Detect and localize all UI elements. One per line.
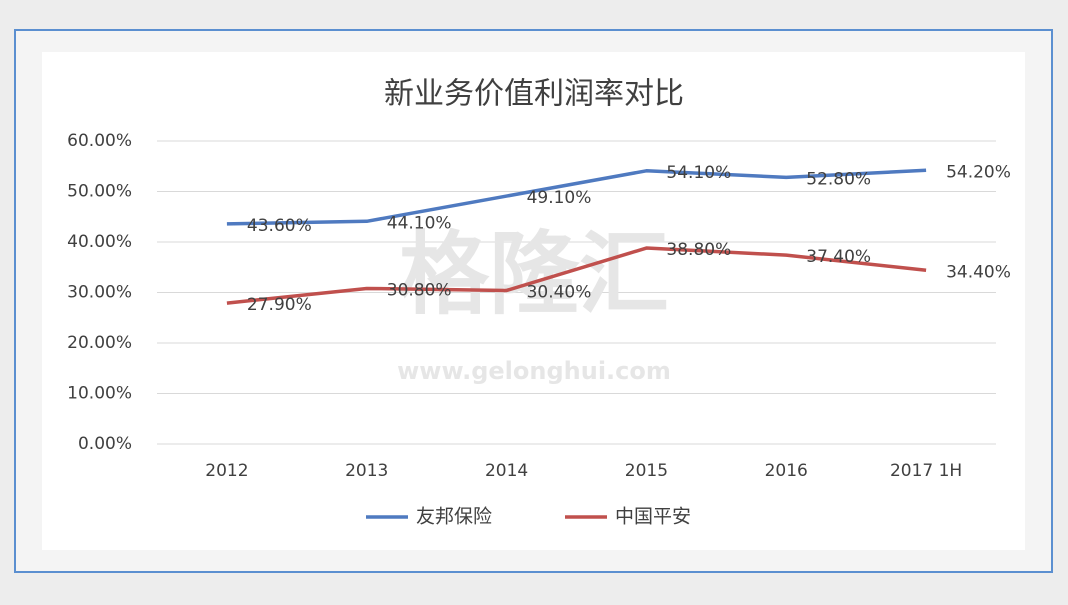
watermark-url: www.gelonghui.com xyxy=(397,357,671,385)
y-tick-label: 40.00% xyxy=(67,232,132,252)
legend-label: 中国平安 xyxy=(615,506,691,528)
data-label: 34.40% xyxy=(946,262,1011,282)
x-tick-label: 2017 1H xyxy=(890,461,962,481)
data-label: 52.80% xyxy=(806,169,871,189)
legend-label: 友邦保险 xyxy=(416,506,492,528)
x-tick-label: 2015 xyxy=(625,461,668,481)
series-line xyxy=(226,246,927,305)
data-label: 38.80% xyxy=(666,240,731,260)
data-label: 30.80% xyxy=(387,280,452,300)
data-label: 27.90% xyxy=(247,295,312,315)
plot-area xyxy=(157,140,996,445)
y-tick-label: 20.00% xyxy=(67,333,132,353)
x-tick-label: 2016 xyxy=(765,461,808,481)
data-label: 54.20% xyxy=(946,162,1011,182)
x-tick-label: 2013 xyxy=(345,461,388,481)
watermark-logo: 格隆汇 xyxy=(399,222,669,327)
data-label: 37.40% xyxy=(806,247,871,267)
data-label: 30.40% xyxy=(527,282,592,302)
chart-panel xyxy=(42,52,1025,550)
data-label: 43.60% xyxy=(247,216,312,236)
x-tick-label: 2012 xyxy=(205,461,248,481)
data-label: 49.10% xyxy=(527,188,592,208)
chart-title: 新业务价值利润率对比 xyxy=(384,77,684,112)
y-tick-label: 0.00% xyxy=(78,434,132,454)
x-tick-label: 2014 xyxy=(485,461,528,481)
data-label: 44.10% xyxy=(387,213,452,233)
y-tick-label: 50.00% xyxy=(67,182,132,202)
y-tick-label: 10.00% xyxy=(67,384,132,404)
data-label: 54.10% xyxy=(666,163,731,183)
y-tick-label: 60.00% xyxy=(67,131,132,151)
series-line xyxy=(226,168,927,226)
y-tick-label: 30.00% xyxy=(67,283,132,303)
